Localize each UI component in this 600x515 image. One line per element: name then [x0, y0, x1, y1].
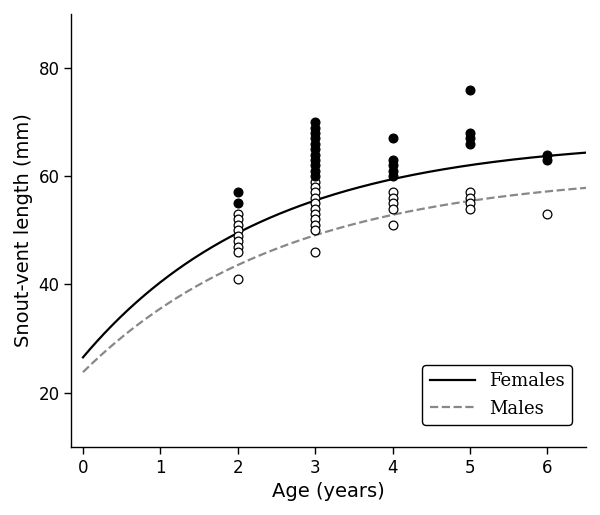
Point [388, 167, 397, 175]
Point [388, 161, 397, 169]
Point [465, 134, 475, 143]
Point [388, 156, 397, 164]
Point [233, 215, 242, 224]
Point [465, 129, 475, 137]
Point [310, 204, 320, 213]
Point [388, 188, 397, 197]
Point [310, 188, 320, 197]
Point [310, 145, 320, 153]
Point [310, 178, 320, 186]
Point [310, 199, 320, 208]
Point [233, 243, 242, 251]
Point [388, 172, 397, 180]
Point [388, 221, 397, 229]
Point [233, 199, 242, 208]
X-axis label: Age (years): Age (years) [272, 482, 385, 501]
Point [233, 275, 242, 283]
Point [310, 156, 320, 164]
Point [310, 161, 320, 169]
Y-axis label: Snout-vent length (mm): Snout-vent length (mm) [14, 113, 33, 347]
Point [310, 172, 320, 180]
Point [465, 204, 475, 213]
Point [233, 188, 242, 197]
Point [310, 248, 320, 256]
Point [233, 221, 242, 229]
Point [542, 156, 552, 164]
Point [542, 210, 552, 218]
Point [542, 150, 552, 159]
Point [310, 167, 320, 175]
Point [233, 226, 242, 234]
Point [388, 134, 397, 143]
Legend: Females, Males: Females, Males [422, 365, 572, 425]
Point [310, 210, 320, 218]
Point [233, 237, 242, 245]
Point [310, 118, 320, 126]
Point [233, 248, 242, 256]
Point [310, 183, 320, 191]
Point [233, 232, 242, 240]
Point [310, 194, 320, 202]
Point [465, 188, 475, 197]
Point [310, 150, 320, 159]
Point [233, 210, 242, 218]
Point [310, 124, 320, 132]
Point [465, 199, 475, 208]
Point [388, 204, 397, 213]
Point [310, 129, 320, 137]
Point [465, 85, 475, 94]
Point [310, 215, 320, 224]
Point [310, 140, 320, 148]
Point [310, 226, 320, 234]
Point [310, 134, 320, 143]
Point [465, 194, 475, 202]
Point [465, 140, 475, 148]
Point [388, 194, 397, 202]
Point [388, 199, 397, 208]
Point [310, 221, 320, 229]
